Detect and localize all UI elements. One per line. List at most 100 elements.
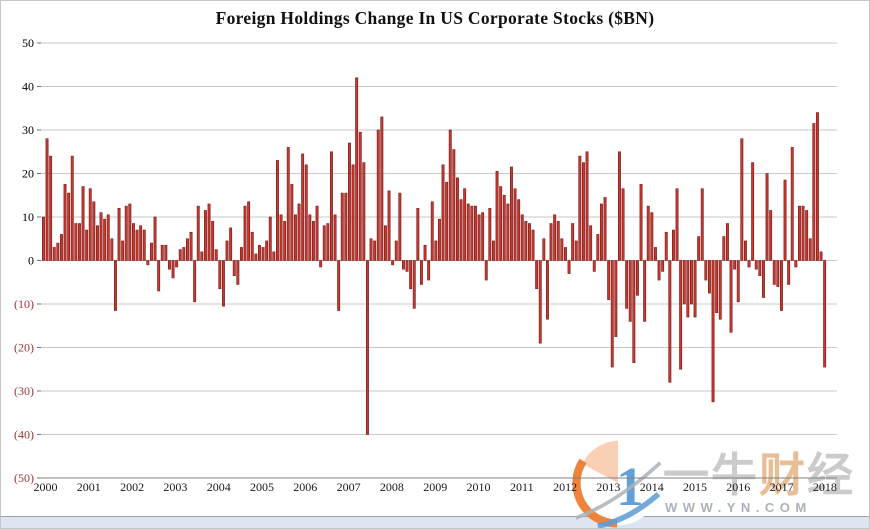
bar <box>96 225 99 261</box>
y-tick-label: 20 <box>22 167 34 181</box>
bar <box>387 190 391 261</box>
bar <box>373 240 377 261</box>
bar <box>326 223 330 261</box>
bar <box>686 260 690 318</box>
watermark-logo-icon: 1 <box>572 440 662 528</box>
bar <box>283 221 287 261</box>
watermark-brand-char: 经 <box>807 448 855 502</box>
bar <box>70 155 74 261</box>
bar <box>229 227 233 261</box>
bar <box>481 212 485 261</box>
bar <box>535 260 539 290</box>
bar <box>805 210 809 261</box>
bar <box>538 260 542 344</box>
bar <box>650 212 654 261</box>
bar <box>110 238 114 261</box>
bar <box>531 229 535 261</box>
bar <box>365 260 369 435</box>
bar <box>398 192 402 261</box>
bar <box>193 260 197 303</box>
bar <box>106 214 110 261</box>
bar <box>344 192 348 261</box>
bar <box>704 260 708 281</box>
bar <box>718 260 722 320</box>
watermark-url-text: WWW.YN.COM <box>665 500 812 515</box>
bar <box>182 247 186 261</box>
bar <box>657 260 661 281</box>
bar <box>135 229 139 261</box>
bar <box>157 260 161 292</box>
bar <box>787 260 791 285</box>
bar <box>92 201 96 261</box>
bar <box>625 260 629 309</box>
bar <box>621 188 625 261</box>
bar <box>524 221 528 261</box>
bar <box>261 247 265 261</box>
bar <box>571 223 575 261</box>
bar <box>506 203 510 261</box>
bar <box>178 249 182 261</box>
bar <box>614 260 618 337</box>
bar <box>754 260 758 270</box>
bar <box>520 214 524 261</box>
bar <box>207 203 211 261</box>
bar <box>85 229 89 261</box>
bar <box>153 216 157 261</box>
x-tick-label: 2009 <box>423 480 447 494</box>
x-tick-label: 2001 <box>77 480 101 494</box>
bar <box>607 260 611 300</box>
x-tick-label: 2002 <box>120 480 144 494</box>
bar <box>761 260 765 298</box>
bar <box>265 240 269 261</box>
y-tick-label: (10) <box>14 297 34 311</box>
bar <box>635 260 639 296</box>
bar <box>823 260 827 368</box>
bar <box>59 234 63 261</box>
bar <box>308 214 312 261</box>
bar <box>679 260 683 370</box>
bar <box>186 238 189 261</box>
bar <box>423 244 427 261</box>
bar <box>412 260 416 309</box>
bar <box>139 225 143 261</box>
bar <box>293 214 297 261</box>
bar <box>351 164 355 261</box>
bar <box>477 214 481 261</box>
y-tick-label: 10 <box>22 210 34 224</box>
bar <box>610 260 614 368</box>
bar <box>643 260 647 322</box>
bar <box>41 216 45 261</box>
bar <box>329 151 333 261</box>
bar <box>304 164 308 261</box>
bar <box>427 260 431 281</box>
bar <box>747 260 751 268</box>
bar <box>517 199 521 261</box>
x-tick-label: 2010 <box>467 480 491 494</box>
bar <box>74 223 78 261</box>
bar <box>639 184 643 261</box>
bar <box>45 138 49 261</box>
bar <box>765 173 769 261</box>
bar <box>409 260 413 290</box>
bar <box>585 151 589 261</box>
bar <box>81 186 85 261</box>
bar <box>653 247 657 261</box>
bar <box>751 162 755 261</box>
bar <box>430 201 434 261</box>
bar <box>509 166 513 261</box>
bar <box>394 240 398 261</box>
bar <box>121 240 125 261</box>
bar <box>434 240 438 261</box>
bar <box>347 142 351 261</box>
bar <box>168 260 171 270</box>
bar <box>693 260 697 318</box>
x-tick-label: 2007 <box>337 480 361 494</box>
bar <box>164 244 168 261</box>
bar <box>247 201 251 261</box>
bar <box>78 223 81 261</box>
bar <box>146 260 150 266</box>
y-tick-label: (40) <box>14 428 34 442</box>
bar <box>779 260 783 311</box>
bar <box>114 260 117 311</box>
bar <box>383 225 387 261</box>
